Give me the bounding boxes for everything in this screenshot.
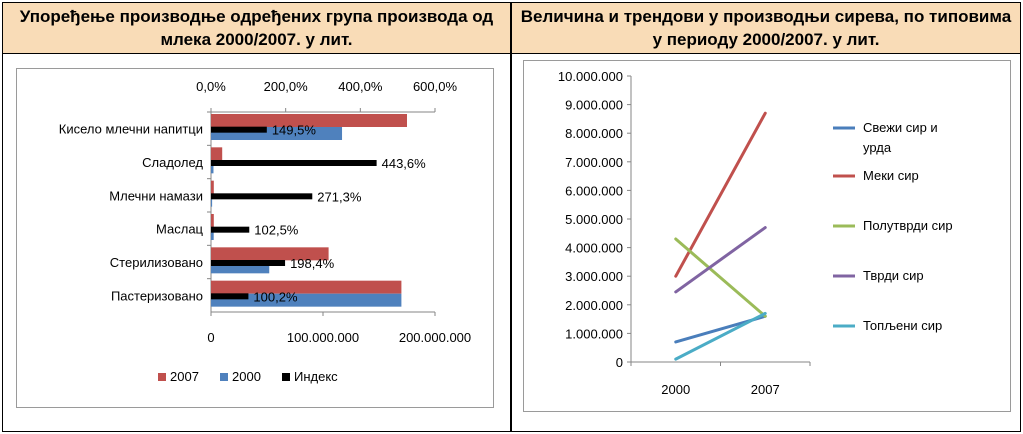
legend-label-тврди-сир: Тврди сир [863,268,924,283]
bar-2000-маслац [211,227,214,240]
legend-swatch-2007 [158,373,166,381]
right-panel-title: Величина и трендови у производњи сирева,… [512,3,1020,54]
top-axis-tick-label: 0,0% [196,79,226,94]
bar-2007-кисело-млечни-напитци [211,114,407,127]
bar-index-стерилизовано [211,260,286,266]
y-axis-tick-label: 6.000.000 [565,183,623,198]
y-axis-tick-label: 7.000.000 [565,155,623,170]
data-label-index: 149,5% [272,123,317,138]
y-axis-tick-label: 0 [616,355,623,370]
category-label-кисело-млечни-напитци: Кисело млечни напитци [59,122,203,137]
legend-label-2000: 2000 [232,369,261,384]
top-axis-tick-label: 400,0% [338,79,383,94]
category-label-маслац: Маслац [156,222,204,237]
y-axis-tick-label: 3.000.000 [565,269,623,284]
left-panel-title: Упоређење производње одређених група про… [3,3,510,54]
y-axis-tick-label: 1.000.000 [565,326,623,341]
bar-2007-стерилизовано [211,247,329,261]
data-label-index: 271,3% [317,189,362,204]
legend-swatch-индекс [282,373,290,381]
bottom-axis-tick-label: 100.000.000 [287,330,359,345]
legend-label-топљени-сир: Топљени сир [863,318,942,333]
data-label-index: 198,4% [290,256,335,271]
legend-label-2007: 2007 [170,369,199,384]
top-axis-tick-label: 200,0% [264,79,309,94]
legend-swatch-2000 [220,373,228,381]
data-label-index: 100,2% [253,289,298,304]
x-axis-tick-label: 2000 [661,382,690,397]
data-label-index: 443,6% [382,156,427,171]
y-axis-tick-label: 5.000.000 [565,212,623,227]
bar-index-кисело-млечни-напитци [211,126,267,133]
legend-label-меки-сир: Меки сир [863,168,919,183]
bar-index-сладолед [211,160,377,166]
bar-2000-пастеризовано [211,293,402,307]
bar-index-маслац [211,226,250,233]
bar-index-пастеризовано [211,293,249,300]
top-axis-tick-label: 600,0% [413,79,458,94]
category-label-стерилизовано: Стерилизовано [110,255,203,270]
bar-index-млечни-намази [211,193,313,200]
bar-2000-сладолед [211,160,214,174]
legend-label-свежи-сир-и-урда-line1: Свежи сир и [863,120,938,135]
bar-2007-млечни-намази [211,180,214,194]
legend-label-свежи-сир-и-урда-line2: урда [863,140,892,155]
bar-2000-млечни-намази [211,193,213,207]
legend-label-полутврди-сир: Полутврди сир [863,218,953,233]
series-line-меки-сир [674,111,767,278]
line-chart-frame [523,60,1011,412]
x-axis-tick-label: 2007 [751,382,780,397]
y-axis-tick-label: 4.000.000 [565,241,623,256]
bar-2007-маслац [211,214,214,227]
bar-2007-пастеризовано [211,280,402,294]
category-label-млечни-намази: Млечни намази [109,188,203,203]
data-label-index: 102,5% [254,223,299,238]
series-line-тврди-сир [674,226,767,294]
y-axis-tick-label: 9.000.000 [565,98,623,113]
category-label-сладолед: Сладолед [142,155,203,170]
series-line-полутврди-сир [674,237,767,318]
bar-2007-сладолед [211,147,223,161]
series-line-топљени-сир [674,311,767,361]
category-label-пастеризовано: Пастеризовано [111,288,203,303]
bottom-axis-tick-label: 200.000.000 [399,330,471,345]
y-axis-tick-label: 8.000.000 [565,126,623,141]
y-axis-tick-label: 2.000.000 [565,298,623,313]
panel-divider [510,2,512,432]
legend-label-индекс: Индекс [294,369,338,384]
bottom-axis-tick-label: 0 [207,330,214,345]
y-axis-tick-label: 10.000.000 [558,69,623,84]
